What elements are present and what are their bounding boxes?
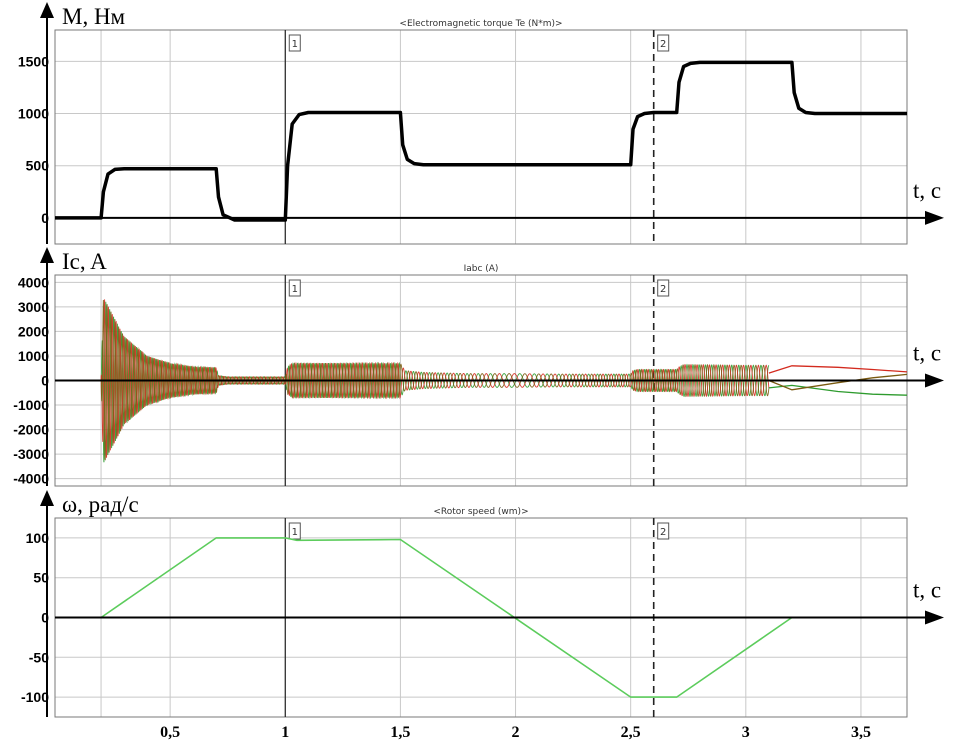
speed-title: <Rotor speed (wm)> — [433, 507, 528, 517]
torque-ytick: 1500 — [18, 53, 49, 69]
current-ytick: 0 — [41, 373, 49, 389]
torque-ytick: 500 — [26, 158, 50, 174]
xtick-label: 2 — [512, 724, 520, 741]
xtick-label: 0,5 — [160, 724, 180, 741]
torque-title: <Electromagnetic torque Te (N*m)> — [399, 19, 562, 29]
current-tail-1 — [768, 384, 908, 396]
xtick-label: 1 — [281, 724, 289, 741]
torque-frame — [54, 29, 908, 245]
current-ytick: -3000 — [13, 446, 49, 462]
current-grid — [54, 274, 908, 487]
torque-ytick: 1000 — [18, 106, 49, 122]
current-marker-box-2 — [657, 279, 670, 297]
speed-xlabel: t, c — [913, 578, 941, 603]
speed-y-arrow — [40, 490, 54, 506]
xtick-label: 1,5 — [390, 724, 410, 741]
speed-panel: 1 2 <Rotor speed (wm)> ω, рад/с t, c 100 5… — [21, 490, 944, 718]
torque-series-0 — [55, 60, 907, 222]
current-ytick: 3000 — [18, 299, 49, 315]
speed-series-0 — [55, 537, 907, 698]
torque-ytick: 0 — [41, 210, 49, 226]
current-marker-box-1 — [288, 279, 301, 297]
speed-x-arrow — [925, 610, 944, 625]
torque-marker-box-1 — [288, 34, 301, 52]
current-ytick: -4000 — [13, 471, 49, 487]
speed-ytick: 0 — [41, 610, 49, 626]
xtick-label: 3,5 — [851, 724, 871, 741]
current-x-arrow — [925, 373, 944, 388]
speed-marker-box-2 — [657, 522, 670, 540]
xtick-label: 2,5 — [621, 724, 641, 741]
current-marker-label-1: 1 — [292, 284, 298, 295]
speed-ytick: -100 — [21, 689, 49, 705]
current-y-arrow — [40, 247, 54, 263]
xtick-label: 3 — [742, 724, 750, 741]
torque-ylabel: M, Нм — [62, 4, 126, 29]
current-ytick: -2000 — [13, 422, 49, 438]
speed-ytick: 50 — [33, 570, 49, 586]
current-ytick: 2000 — [18, 323, 49, 339]
current-xlabel: t, c — [913, 341, 941, 366]
torque-y-arrow — [40, 2, 54, 18]
torque-marker-label-2: 2 — [660, 39, 666, 50]
current-ytick: 1000 — [18, 348, 49, 364]
current-tail-0 — [768, 365, 908, 374]
speed-marker-box-1 — [288, 522, 301, 540]
current-ytick: 4000 — [18, 274, 49, 290]
current-ytick: -1000 — [13, 397, 49, 413]
torque-marker-box-2 — [657, 34, 670, 52]
torque-marker-label-1: 1 — [292, 39, 298, 50]
current-title: Iabc (A) — [464, 264, 499, 274]
speed-ytick: -50 — [29, 649, 49, 665]
torque-x-arrow — [925, 210, 944, 225]
torque-xlabel: t, c — [913, 178, 941, 203]
speed-marker-label-2: 2 — [660, 527, 666, 538]
current-phase-1 — [100, 299, 770, 459]
current-ylabel: Ic, A — [62, 249, 107, 274]
speed-marker-label-1: 1 — [292, 527, 298, 538]
current-phase-2 — [100, 299, 770, 461]
current-tail-2 — [768, 373, 908, 391]
speed-ylabel: ω, рад/с — [62, 492, 139, 517]
speed-ytick: 100 — [26, 530, 50, 546]
current-marker-label-2: 2 — [660, 284, 666, 295]
